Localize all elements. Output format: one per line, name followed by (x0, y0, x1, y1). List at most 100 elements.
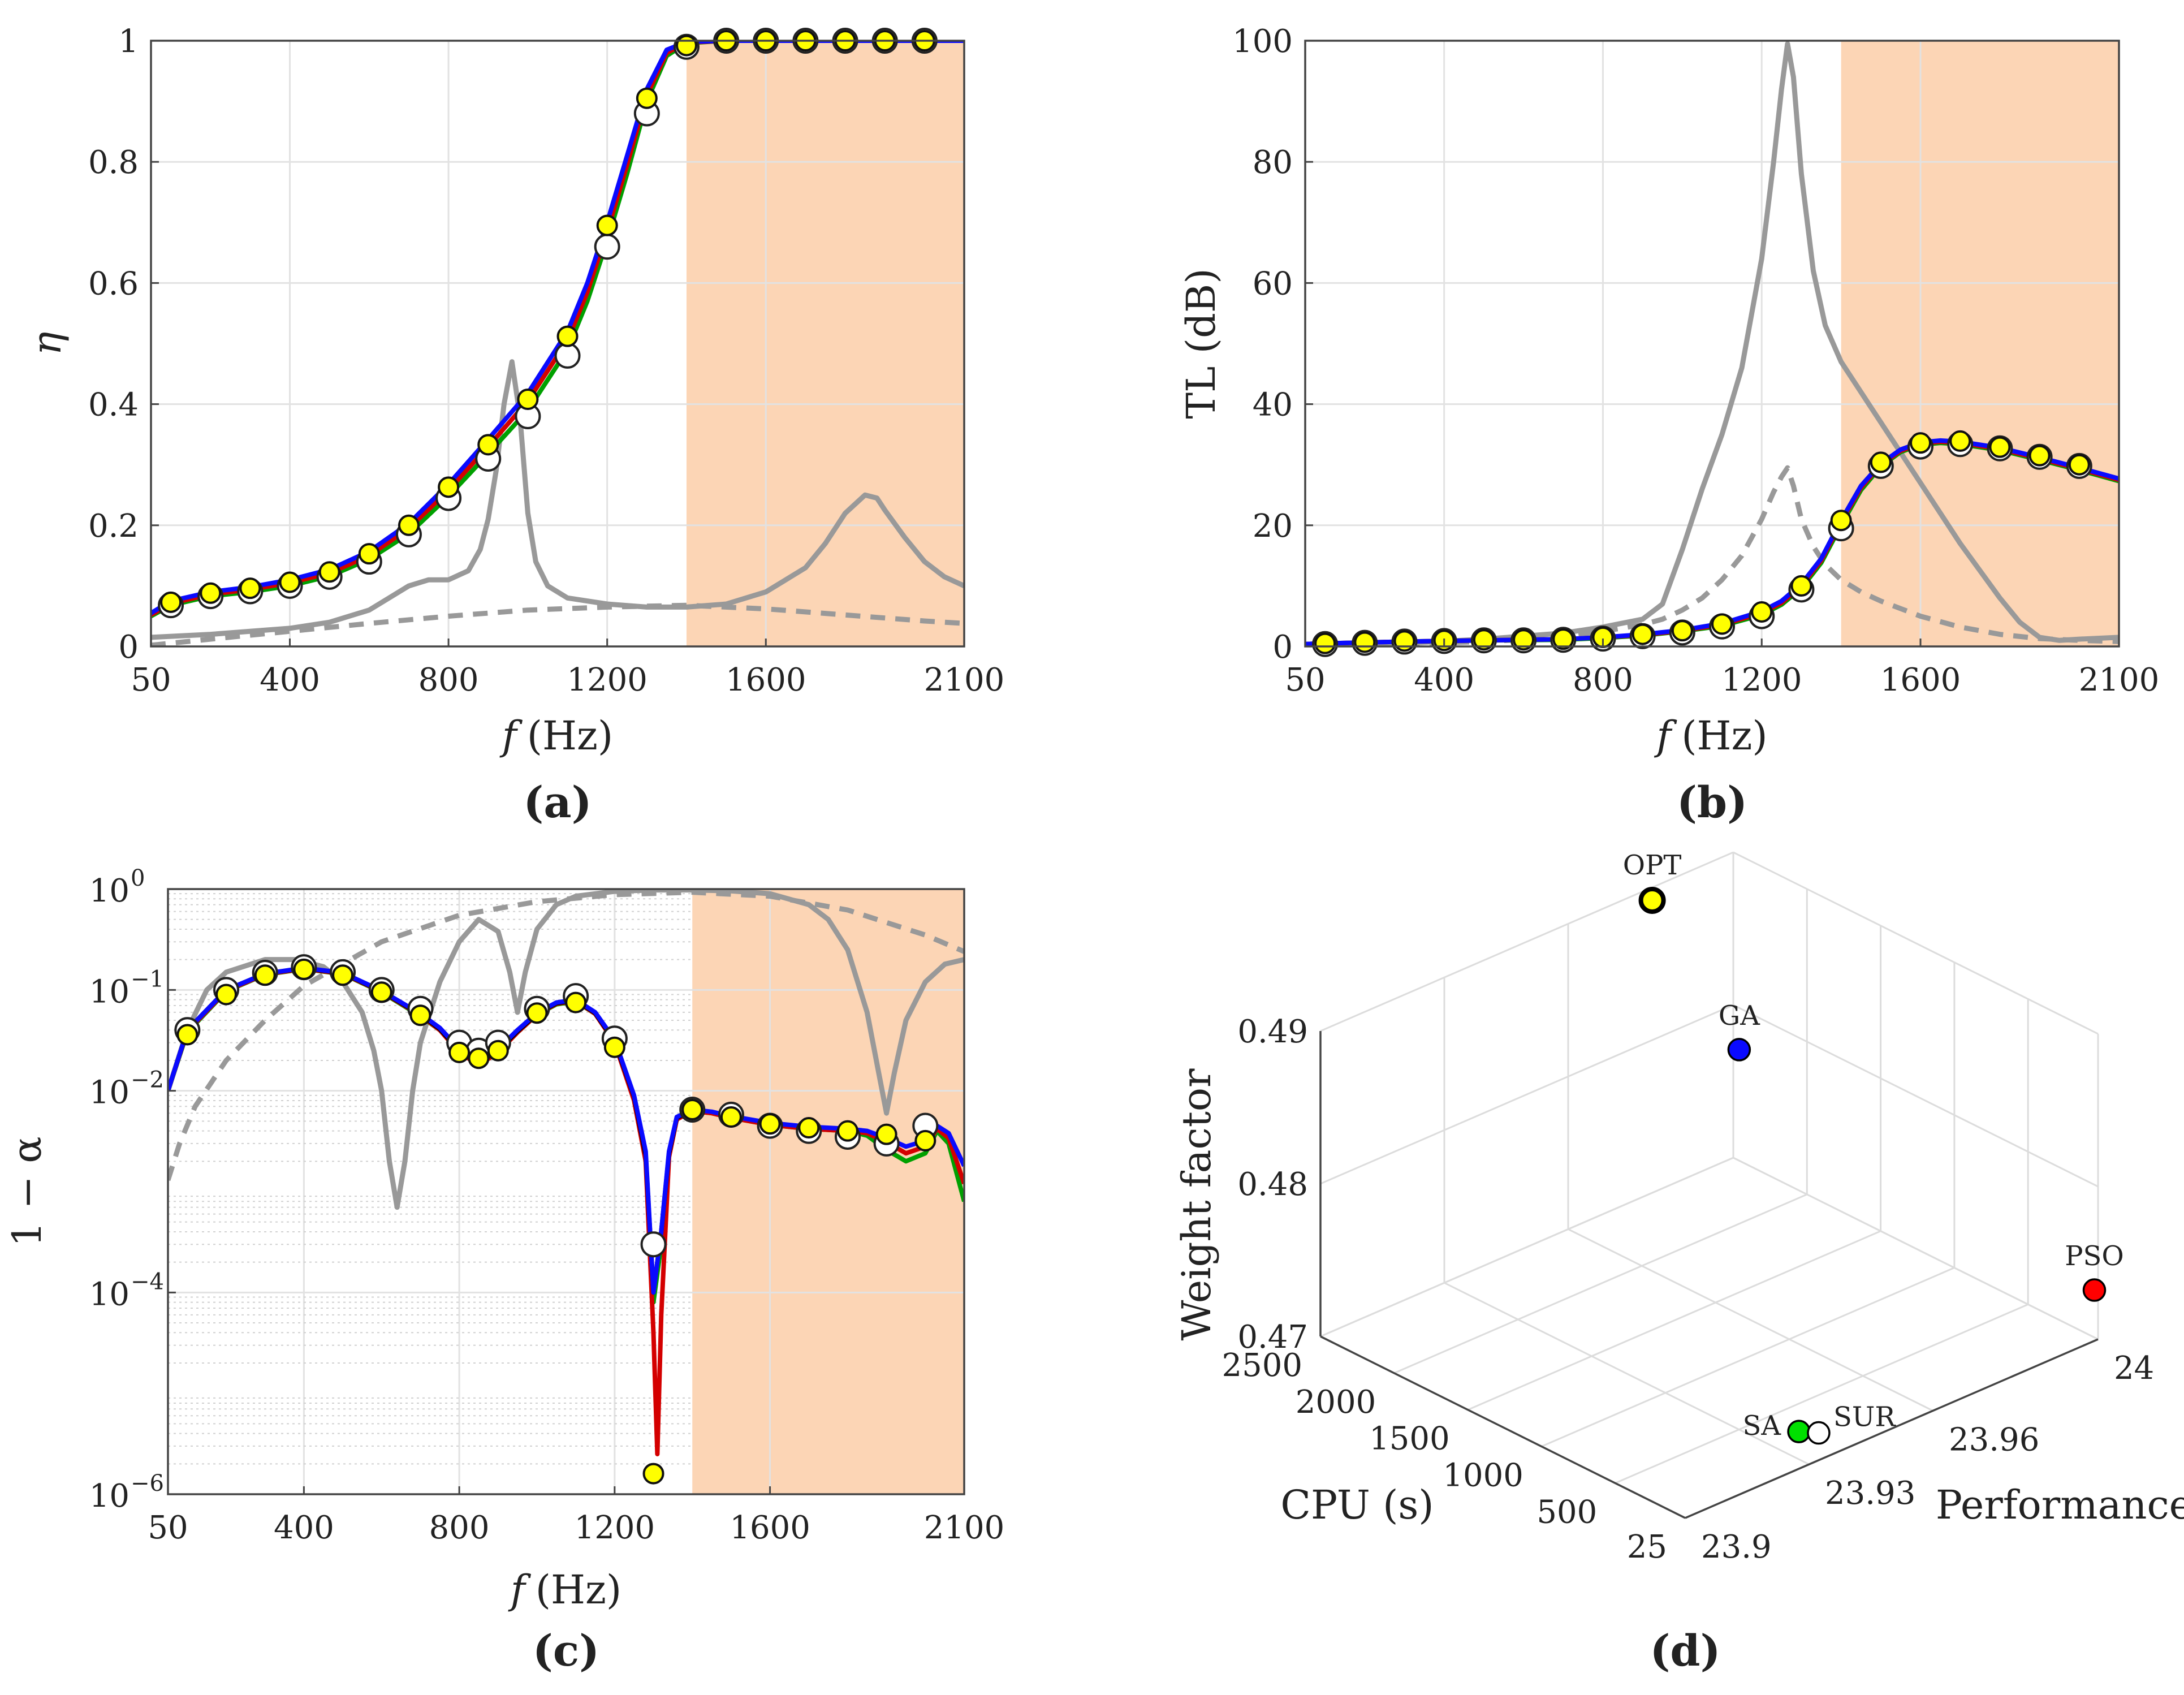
axes-frame (1304, 40, 2120, 648)
marker-white (594, 234, 620, 260)
floor-gridline (1541, 1267, 1955, 1447)
axes-frame (150, 40, 965, 648)
x-tick-label: 1600 (1880, 662, 1961, 698)
panel-b-transmission-loss: 50 400 800 1200 1600 2100 0 20 40 60 80 100 f (Hz) TL … (1178, 23, 2159, 827)
y-tick-base: 10 (89, 1075, 130, 1111)
y-tick-label: 1 (118, 23, 139, 60)
marker-yellow (293, 958, 315, 980)
marker-yellow (448, 1041, 471, 1063)
x-axis-unit: (Hz) (1681, 713, 1768, 759)
marker-yellow (636, 87, 658, 109)
y-axis-label: TL (dB) (1178, 268, 1224, 419)
marker-yellow (398, 514, 420, 536)
marker-yellow (1949, 430, 1971, 452)
y-tick-exponent: −1 (131, 966, 164, 992)
cpu-tick-label: 1500 (1369, 1421, 1450, 1457)
cpu-axis-label: CPU (s) (1280, 1482, 1434, 1528)
wall-gridline (1733, 1157, 2099, 1340)
marker-yellow (675, 34, 697, 57)
floor-gridline (1568, 1228, 1933, 1412)
x-tick-label: 2100 (924, 1509, 1005, 1546)
floor-gridline (1444, 1282, 1810, 1465)
point-label-pso: PSO (2065, 1240, 2124, 1272)
marker-yellow (477, 434, 499, 456)
marker-yellow (200, 582, 222, 604)
weight-tick-label: 0.48 (1237, 1166, 1308, 1203)
marker-yellow (1790, 575, 1812, 597)
wall-gridline (1733, 1004, 2099, 1188)
x-axis-label: f (Hz) (508, 1567, 621, 1613)
x-axis-unit: (Hz) (527, 713, 614, 759)
marker-yellow (603, 1036, 625, 1058)
marker-yellow (914, 1129, 936, 1151)
marker-yellow (1711, 613, 1733, 635)
marker-yellow (176, 1024, 198, 1046)
marker-yellow (1830, 510, 1852, 532)
floor-gridline (1467, 1230, 1881, 1411)
y-tick-label: 40 (1253, 387, 1293, 424)
x-tick-label: 800 (1573, 662, 1633, 698)
axes-frame (167, 888, 965, 1495)
marker-yellow (556, 325, 579, 347)
marker-yellow (409, 1004, 431, 1027)
y-tick-label: 0 (118, 629, 139, 666)
y-tick-label: 20 (1253, 508, 1293, 545)
x-axis-label: f (Hz) (499, 713, 613, 759)
marker-yellow (468, 1047, 490, 1069)
marker-yellow (1513, 629, 1535, 651)
y-tick-label: 80 (1253, 144, 1293, 181)
marker-yellow (438, 476, 460, 498)
marker-yellow (332, 964, 354, 986)
point-label-sur: SUR (1833, 1401, 1896, 1433)
y-tick-exponent: −6 (131, 1470, 164, 1496)
perf-tick-label: 23.9 (1701, 1529, 1772, 1565)
x-tick-label: 50 (148, 1509, 188, 1546)
x-tick-label: 50 (1285, 662, 1325, 698)
y-axis-label: 1 − α (4, 1137, 50, 1247)
y-tick-base: 10 (89, 973, 130, 1010)
x-axis-var: f (1654, 713, 1677, 759)
x-tick-label: 400 (260, 662, 320, 698)
y-tick-exponent: −4 (131, 1269, 164, 1295)
marker-yellow (254, 964, 276, 986)
y-axis-label: η (24, 331, 70, 355)
y-tick-exponent: 0 (131, 865, 145, 891)
panel-label: (c) (533, 1625, 599, 1676)
y-tick-label: 0 (1272, 629, 1293, 666)
marker-yellow (487, 1040, 509, 1062)
x-axis-label: f (Hz) (1654, 713, 1767, 759)
x-tick-label: 800 (429, 1509, 490, 1546)
cpu-tick-label: 500 (1536, 1494, 1597, 1530)
axis-performance (1685, 1338, 2099, 1519)
series-line-gray (1305, 41, 2119, 646)
x-tick-label: 800 (418, 662, 479, 698)
marker-yellow (160, 591, 182, 613)
cpu-tick-label: 2500 (1222, 1347, 1302, 1384)
marker-yellow (370, 981, 392, 1003)
cpu-tick-label: 2000 (1296, 1384, 1376, 1421)
marker-yellow (239, 577, 261, 599)
series-line-gray-dashed (151, 602, 964, 646)
marker-yellow (720, 1106, 742, 1128)
panel-a-eta: 50 400 800 1200 1600 2100 0 0.2 0.4 0.6 0.8 1 f (Hz) η… (24, 23, 1004, 827)
x-tick-label: 1200 (1721, 662, 1802, 698)
point-label-ga: GA (1719, 1000, 1760, 1032)
marker-yellow (1870, 451, 1892, 473)
y-tick-base: 10 (89, 1276, 130, 1313)
series-line-gray-dashed (168, 890, 964, 1181)
marker-yellow (1989, 436, 2011, 458)
panel-label: (a) (523, 777, 592, 827)
point-sur (1807, 1421, 1831, 1445)
perf-tick-label: 23.96 (1949, 1421, 2039, 1458)
y-tick-base: 10 (89, 873, 130, 909)
x-tick-label: 1200 (575, 1509, 655, 1546)
point-pso (2082, 1278, 2107, 1302)
marker-yellow (759, 1113, 781, 1135)
cpu-tick-label: 25 (1627, 1529, 1667, 1565)
point-ga (1727, 1038, 1751, 1062)
panel-label: (d) (1650, 1625, 1720, 1676)
x-tick-label: 400 (1414, 662, 1474, 698)
y-tick-label: 0.8 (88, 144, 139, 181)
